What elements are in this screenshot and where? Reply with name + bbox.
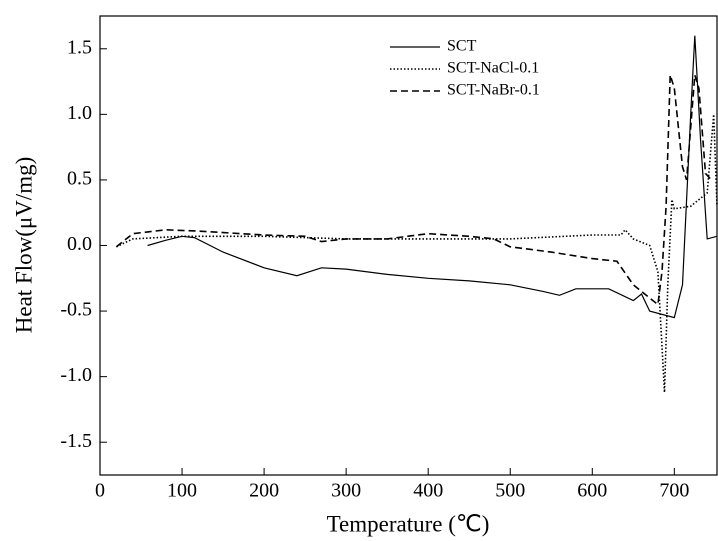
plot-frame (99, 15, 718, 476)
x-tick-label: 700 (659, 480, 689, 502)
y-tick-label: 0.5 (67, 168, 92, 190)
y-axis-title: Heat Flow(μV/mg) (11, 157, 36, 334)
x-tick-label: 200 (249, 480, 279, 502)
x-axis-title: Temperature (℃) (327, 511, 490, 536)
x-tick-label: 0 (95, 480, 105, 502)
legend-text: SCT (447, 38, 477, 55)
x-tick-label: 300 (331, 480, 361, 502)
x-tick-label: 500 (495, 480, 525, 502)
series-line (116, 114, 718, 393)
legend-text: SCT-NaBr-0.1 (447, 82, 540, 99)
x-tick-label: 100 (167, 480, 197, 502)
y-tick-label: -1.0 (60, 364, 92, 386)
y-tick-label: 0.0 (67, 233, 92, 255)
series-line (115, 74, 712, 307)
y-tick-label: -0.5 (60, 299, 92, 321)
x-tick-label: 600 (577, 480, 607, 502)
y-tick-label: 1.0 (67, 102, 92, 124)
series-line (147, 35, 718, 319)
x-tick-label: 400 (413, 480, 443, 502)
y-tick-label: -1.5 (60, 430, 92, 452)
legend-text: SCT-NaCl-0.1 (447, 60, 539, 77)
y-tick-label: 1.5 (67, 36, 92, 58)
